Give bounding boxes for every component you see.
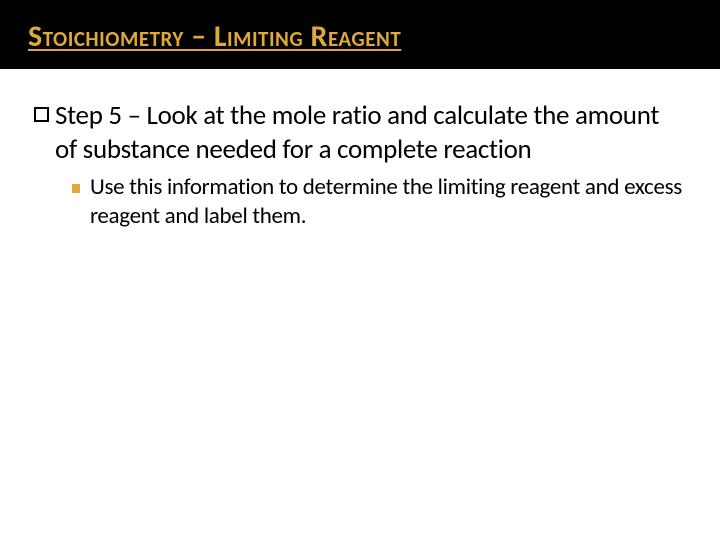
solid-square-bullet-icon (72, 184, 80, 193)
content-area: Step 5 – Look at the mole ratio and calc… (0, 69, 720, 232)
hollow-square-bullet-icon (34, 107, 49, 122)
title-bar: Stoichiometry – Limiting Reagent (0, 0, 720, 69)
sub-bullet-item: Use this information to determine the li… (34, 173, 686, 233)
main-bullet-item: Step 5 – Look at the mole ratio and calc… (34, 99, 686, 167)
main-point-text: Step 5 – Look at the mole ratio and calc… (55, 99, 686, 167)
slide-title: Stoichiometry – Limiting Reagent (28, 18, 692, 55)
sub-point-text: Use this information to determine the li… (90, 173, 686, 233)
